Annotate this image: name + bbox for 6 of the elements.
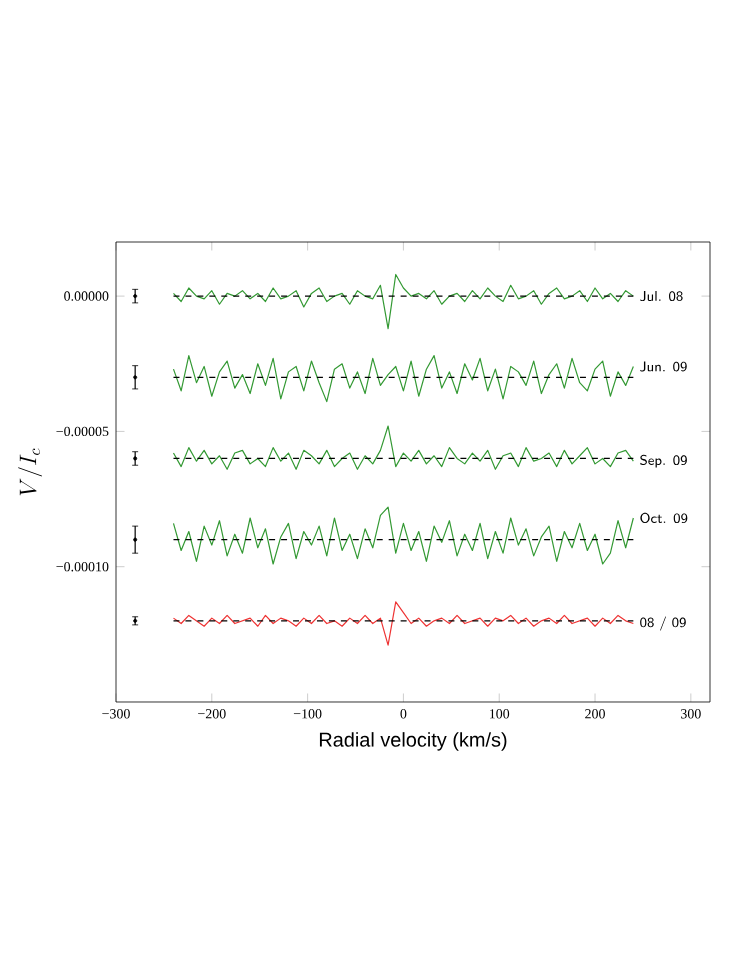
line-series [172, 425, 634, 470]
line-series [172, 506, 634, 565]
line-series [172, 273, 634, 330]
y-axis-title: $V/I_c$ [18, 448, 43, 496]
line-series [172, 355, 634, 403]
x-axis-title: Radial velocity (km/s) [319, 732, 507, 751]
